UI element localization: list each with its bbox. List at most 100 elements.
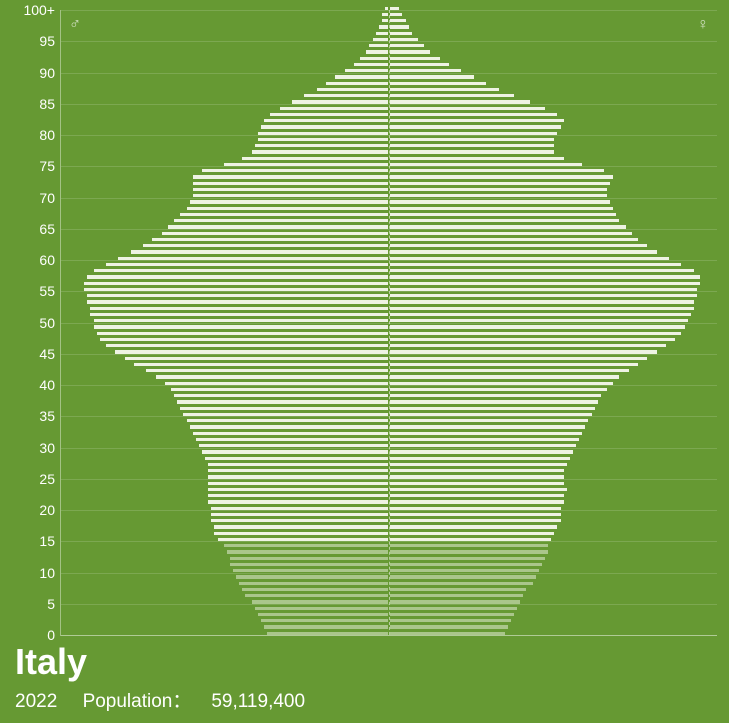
male-bar xyxy=(97,332,388,335)
male-bar xyxy=(242,157,388,160)
male-bar xyxy=(236,575,388,578)
male-bar xyxy=(125,357,389,360)
male-bar xyxy=(90,313,388,316)
male-bar xyxy=(245,594,388,597)
female-bar xyxy=(390,194,607,197)
male-bar xyxy=(193,188,388,191)
male-bar xyxy=(134,363,388,366)
female-bar xyxy=(390,113,557,116)
female-bar xyxy=(390,388,607,391)
male-bar xyxy=(94,319,389,322)
female-icon: ♀ xyxy=(697,16,709,34)
male-bar xyxy=(202,169,388,172)
male-bar xyxy=(183,413,388,416)
female-bar xyxy=(390,19,406,22)
male-bar xyxy=(187,207,389,210)
female-bar xyxy=(390,475,564,478)
female-bar xyxy=(390,100,530,103)
female-bar xyxy=(390,375,619,378)
male-bar xyxy=(230,557,388,560)
y-tick-label: 85 xyxy=(5,96,55,112)
population-value: 59,119,400 xyxy=(211,691,305,712)
y-tick-label: 0 xyxy=(5,627,55,643)
male-bar xyxy=(208,500,388,503)
male-bar xyxy=(255,607,388,610)
male-bar xyxy=(165,382,388,385)
male-bar xyxy=(242,588,388,591)
male-bar xyxy=(258,138,388,141)
female-bar xyxy=(390,269,694,272)
female-bar xyxy=(390,157,564,160)
male-bar xyxy=(208,475,388,478)
y-tick-label: 10 xyxy=(5,565,55,581)
female-bar xyxy=(390,594,523,597)
male-bar xyxy=(94,325,389,328)
female-bar xyxy=(390,332,681,335)
country-name: Italy xyxy=(15,642,325,682)
female-bar xyxy=(390,338,675,341)
male-bar xyxy=(366,50,388,53)
female-bar xyxy=(390,232,632,235)
female-bar xyxy=(390,38,418,41)
male-bar xyxy=(267,632,388,635)
y-tick-label: 70 xyxy=(5,190,55,206)
male-bar xyxy=(87,275,388,278)
female-bar xyxy=(390,275,700,278)
female-bar xyxy=(390,575,536,578)
y-tick-label: 95 xyxy=(5,33,55,49)
male-bar xyxy=(90,307,388,310)
population-label: Population： xyxy=(83,691,192,712)
female-bar xyxy=(390,75,474,78)
male-bar xyxy=(258,613,388,616)
female-bar xyxy=(390,244,647,247)
male-bar xyxy=(261,125,388,128)
female-bar xyxy=(390,200,610,203)
female-bar xyxy=(390,213,616,216)
male-bar xyxy=(146,369,388,372)
male-bar xyxy=(94,269,389,272)
female-bar xyxy=(390,582,533,585)
male-bar xyxy=(373,38,389,41)
male-bar xyxy=(304,94,388,97)
female-bar xyxy=(390,263,681,266)
male-bar xyxy=(190,200,388,203)
male-bar xyxy=(180,407,388,410)
female-bar xyxy=(390,138,554,141)
male-bar xyxy=(376,32,388,35)
female-bar xyxy=(390,107,545,110)
male-bar xyxy=(193,175,388,178)
male-bar xyxy=(87,300,388,303)
male-bar xyxy=(199,444,388,447)
male-bar xyxy=(345,69,388,72)
male-icon: ♂ xyxy=(69,16,81,34)
female-bar xyxy=(390,50,430,53)
female-bar xyxy=(390,632,505,635)
female-bar xyxy=(390,32,412,35)
y-tick-label: 35 xyxy=(5,408,55,424)
female-bar xyxy=(390,513,561,516)
male-bar xyxy=(106,263,388,266)
male-bar xyxy=(280,107,389,110)
female-bar xyxy=(390,7,399,10)
female-bar xyxy=(390,69,461,72)
male-bar xyxy=(255,144,388,147)
female-bar xyxy=(390,175,613,178)
male-bar xyxy=(261,619,388,622)
female-bar xyxy=(390,563,542,566)
y-tick-label: 15 xyxy=(5,533,55,549)
female-bar xyxy=(390,507,561,510)
female-bar xyxy=(390,394,601,397)
population-pyramid-chart: ♂ ♀ Italy 2022 Population：59,119,400 051… xyxy=(0,0,729,723)
male-bar xyxy=(156,375,389,378)
y-tick-label: 60 xyxy=(5,252,55,268)
male-bar xyxy=(270,113,388,116)
female-bar xyxy=(390,557,545,560)
male-bar xyxy=(208,494,388,497)
female-bar xyxy=(390,544,548,547)
male-bar xyxy=(193,182,388,185)
y-tick-label: 80 xyxy=(5,127,55,143)
female-bar xyxy=(390,350,657,353)
female-bar xyxy=(390,57,440,60)
female-bar xyxy=(390,313,691,316)
female-bar xyxy=(390,257,669,260)
